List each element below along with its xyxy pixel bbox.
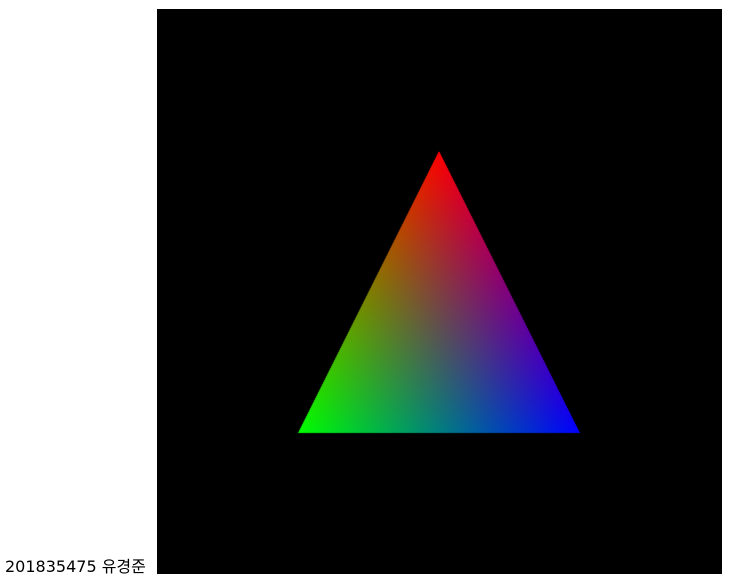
student-caption: 201835475 유경준 (5, 557, 146, 576)
webgl-canvas-container (157, 9, 722, 574)
webgl-canvas[interactable] (157, 9, 722, 574)
